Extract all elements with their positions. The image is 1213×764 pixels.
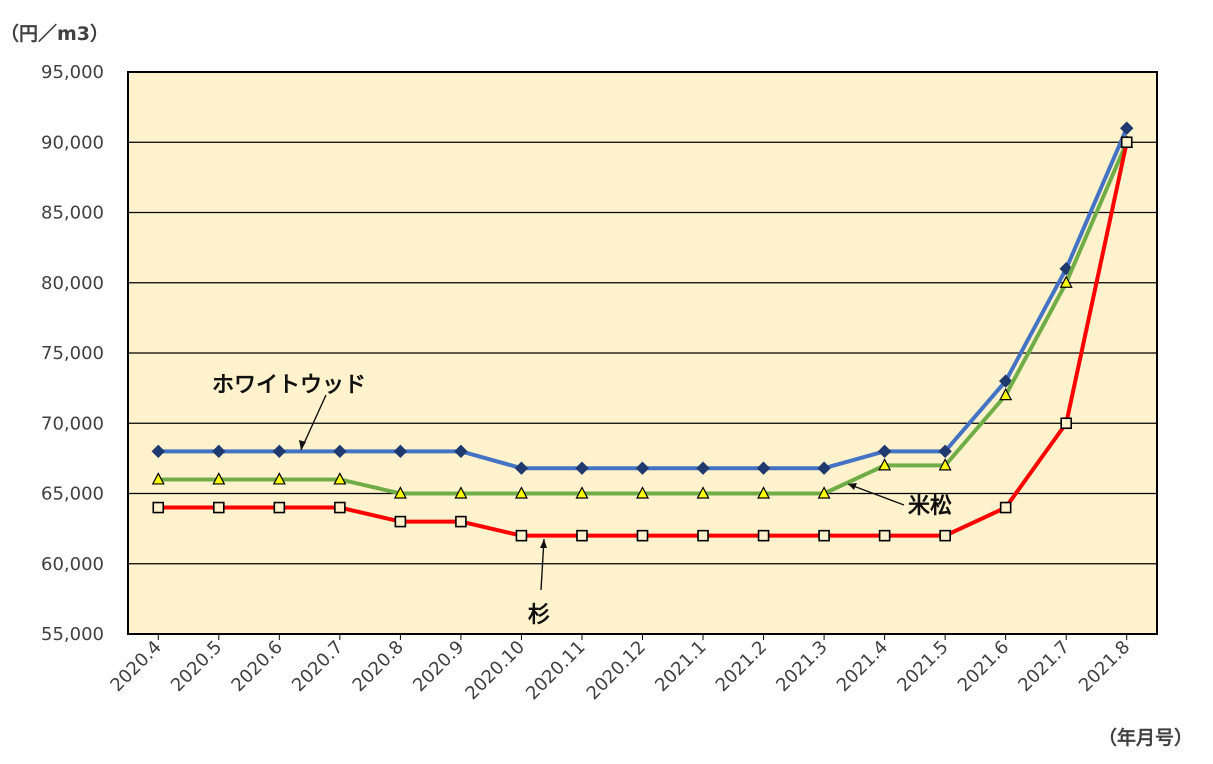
data-point-triangle	[575, 486, 589, 499]
y-axis-unit-label: （円／m3）	[0, 22, 109, 45]
data-point-diamond	[817, 461, 831, 475]
data-point-diamond	[877, 444, 892, 459]
data-point-diamond	[756, 461, 771, 475]
data-point-square	[636, 529, 649, 542]
data-point-square	[273, 501, 286, 514]
data-point-diamond	[514, 461, 529, 475]
data-point-square	[757, 529, 770, 542]
data-point-square	[878, 529, 891, 542]
data-point-diamond	[998, 374, 1013, 388]
data-point-square	[697, 529, 709, 542]
data-point-triangle	[212, 472, 226, 485]
data-point-diamond	[212, 444, 226, 459]
y-tick-label: 80,000	[41, 273, 104, 294]
data-point-diamond	[333, 444, 347, 459]
data-point-diamond	[454, 444, 468, 459]
y-tick-label: 55,000	[41, 624, 104, 645]
y-tick-label: 65,000	[41, 484, 104, 505]
data-point-triangle	[696, 486, 710, 499]
data-point-triangle	[636, 486, 649, 499]
data-point-diamond	[393, 444, 408, 459]
data-point-triangle	[938, 458, 952, 471]
data-point-diamond	[575, 461, 589, 475]
series-triangle	[151, 134, 1134, 499]
data-point-triangle	[333, 472, 347, 485]
data-point-square	[334, 501, 346, 514]
data-point-square	[999, 501, 1012, 514]
x-axis-unit-label: （年月号）	[1098, 726, 1193, 749]
y-tick-label: 70,000	[41, 413, 104, 434]
data-point-triangle	[999, 387, 1013, 401]
data-point-triangle	[1059, 275, 1073, 288]
series-label-beimatsu: 米松	[908, 494, 952, 519]
data-point-diamond	[1059, 261, 1073, 276]
data-point-square	[152, 501, 165, 514]
data-point-square	[818, 529, 830, 542]
series-group	[151, 121, 1134, 542]
data-point-diamond	[1120, 121, 1134, 135]
data-point-diamond	[635, 461, 650, 475]
data-point-diamond	[938, 444, 952, 459]
data-point-triangle	[817, 486, 831, 499]
data-point-triangle	[151, 472, 165, 485]
data-point-square	[939, 529, 951, 542]
data-point-square	[212, 501, 225, 514]
series-label-sugi: 杉	[528, 602, 550, 628]
series-diamond	[151, 121, 1134, 475]
data-point-diamond	[151, 444, 165, 459]
gridlines	[128, 141, 1157, 565]
data-point-square	[394, 515, 407, 528]
data-point-triangle	[757, 486, 771, 499]
callout-arrow-whitewood	[300, 394, 327, 451]
data-point-diamond	[272, 444, 287, 459]
y-tick-label: 90,000	[41, 132, 104, 153]
y-axis-ticks: 55,000 60,000 65,000 70,000 75,000 80,000 85,0…	[41, 62, 104, 645]
y-tick-label: 95,000	[41, 62, 104, 83]
series-label-whitewood: ホワイトウッド	[212, 373, 366, 398]
data-point-square	[455, 515, 467, 528]
callout-arrowhead-whitewood	[299, 440, 306, 450]
y-tick-label: 85,000	[41, 203, 104, 224]
data-point-square	[576, 529, 588, 542]
data-point-triangle	[272, 472, 286, 485]
y-tick-label: 60,000	[41, 554, 104, 575]
callout-arrowhead-sugi	[540, 539, 547, 548]
data-point-triangle	[454, 486, 468, 499]
data-point-square	[515, 529, 528, 542]
callout-arrowhead-beimatsu	[848, 483, 857, 490]
data-point-triangle	[878, 458, 892, 471]
series-square	[152, 136, 1133, 542]
callout-arrow-beimatsu	[847, 483, 905, 506]
y-tick-label: 75,000	[41, 343, 104, 364]
data-point-triangle	[393, 486, 407, 499]
data-point-diamond	[696, 461, 710, 475]
data-point-square	[1060, 417, 1073, 430]
data-point-square	[1120, 136, 1133, 149]
data-point-triangle	[514, 486, 528, 499]
